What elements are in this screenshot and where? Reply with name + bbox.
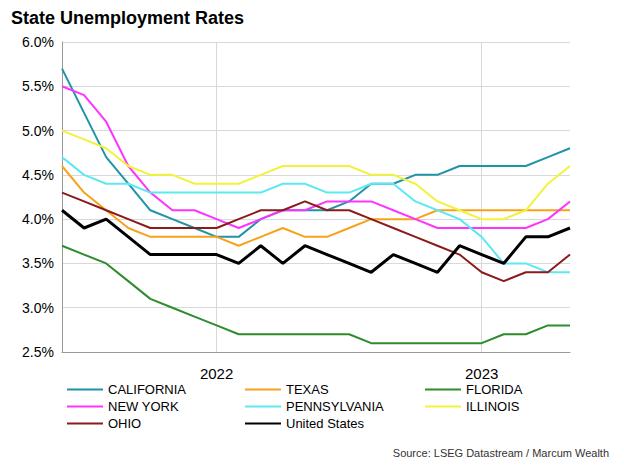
svg-text:2.5%: 2.5% <box>22 344 54 360</box>
svg-text:TEXAS: TEXAS <box>286 382 329 397</box>
svg-text:6.0%: 6.0% <box>22 34 54 50</box>
svg-text:2023: 2023 <box>465 365 498 382</box>
svg-text:State Unemployment Rates: State Unemployment Rates <box>11 8 244 28</box>
svg-text:PENNSYLVANIA: PENNSYLVANIA <box>286 399 384 414</box>
svg-text:3.0%: 3.0% <box>22 300 54 316</box>
svg-text:5.5%: 5.5% <box>22 78 54 94</box>
svg-text:5.0%: 5.0% <box>22 123 54 139</box>
svg-text:NEW YORK: NEW YORK <box>108 399 179 414</box>
svg-text:ILLINOIS: ILLINOIS <box>466 399 520 414</box>
svg-text:United States: United States <box>286 416 365 431</box>
svg-text:4.5%: 4.5% <box>22 167 54 183</box>
svg-text:FLORIDA: FLORIDA <box>466 382 523 397</box>
svg-text:3.5%: 3.5% <box>22 255 54 271</box>
svg-text:4.0%: 4.0% <box>22 211 54 227</box>
svg-text:OHIO: OHIO <box>108 416 141 431</box>
svg-text:CALIFORNIA: CALIFORNIA <box>108 382 186 397</box>
svg-text:2022: 2022 <box>200 365 233 382</box>
svg-text:Source: LSEG Datastream / Marc: Source: LSEG Datastream / Marcum Wealth <box>393 447 609 459</box>
